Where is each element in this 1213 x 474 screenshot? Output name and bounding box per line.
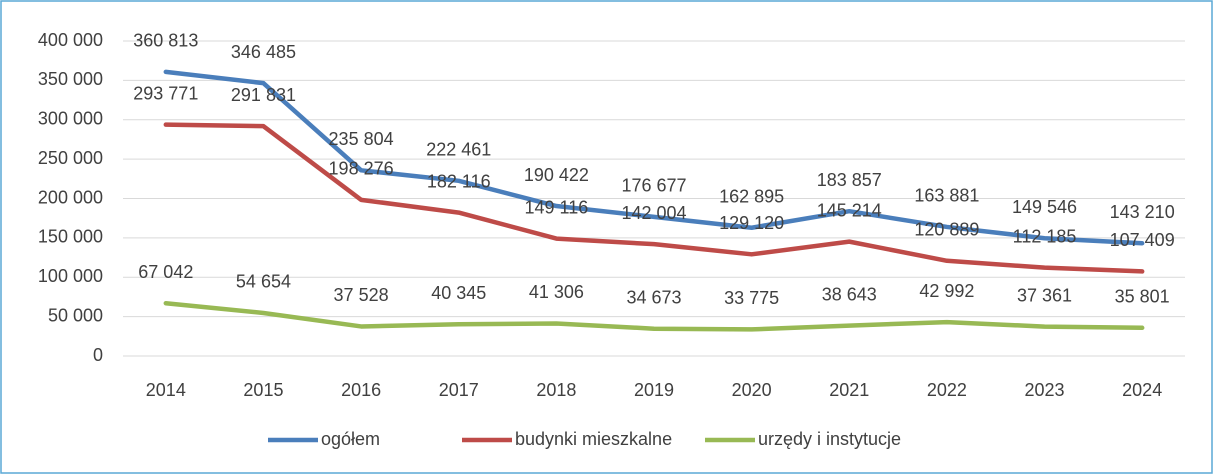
y-tick-label: 150 000	[38, 227, 103, 247]
data-label: 41 306	[529, 282, 584, 302]
y-tick-label: 100 000	[38, 266, 103, 286]
data-label: 162 895	[719, 186, 784, 206]
data-label: 360 813	[133, 31, 198, 51]
x-tick-label: 2014	[146, 380, 186, 400]
y-tick-label: 200 000	[38, 187, 103, 207]
y-tick-label: 250 000	[38, 148, 103, 168]
data-label: 149 116	[524, 197, 588, 217]
data-label: 235 804	[329, 129, 394, 149]
data-label: 34 673	[626, 287, 681, 307]
legend-label: urzędy i instytucje	[758, 429, 901, 449]
x-tick-label: 2021	[829, 380, 869, 400]
x-tick-label: 2015	[243, 380, 283, 400]
x-tick-label: 2019	[634, 380, 674, 400]
series-line	[163, 300, 1145, 332]
data-label: 129 120	[719, 213, 784, 233]
x-tick-label: 2020	[732, 380, 772, 400]
data-label: 142 004	[621, 203, 686, 223]
y-tick-label: 350 000	[38, 69, 103, 89]
y-tick-label: 400 000	[38, 30, 103, 50]
data-label: 54 654	[236, 272, 291, 292]
data-label: 38 643	[822, 284, 877, 304]
x-tick-label: 2017	[439, 380, 479, 400]
data-label: 37 361	[1017, 285, 1072, 305]
data-label: 40 345	[431, 283, 486, 303]
series-line	[163, 69, 1145, 246]
data-label: 33 775	[724, 288, 779, 308]
x-tick-label: 2023	[1025, 380, 1065, 400]
data-label: 190 422	[524, 165, 589, 185]
data-label: 120 889	[914, 220, 979, 240]
data-label: 182 116	[427, 171, 491, 191]
data-label: 222 461	[426, 140, 491, 160]
y-tick-label: 300 000	[38, 109, 103, 129]
data-label: 67 042	[138, 262, 193, 282]
x-tick-label: 2016	[341, 380, 381, 400]
data-label: 183 857	[817, 170, 882, 190]
legend-label: ogółem	[321, 429, 380, 449]
y-tick-label: 0	[93, 345, 103, 365]
data-label: 346 485	[231, 42, 296, 62]
data-label: 37 528	[334, 285, 389, 305]
data-label: 145 214	[817, 200, 882, 220]
y-tick-label: 50 000	[48, 305, 103, 325]
data-label: 163 881	[914, 186, 979, 206]
x-tick-label: 2024	[1122, 380, 1162, 400]
data-label: 198 276	[329, 159, 394, 179]
data-label: 112 185	[1013, 226, 1077, 246]
data-label: 293 771	[133, 83, 198, 103]
x-tick-label: 2022	[927, 380, 967, 400]
legend-label: budynki mieszkalne	[515, 429, 672, 449]
data-label: 176 677	[621, 176, 686, 196]
data-label: 42 992	[919, 281, 974, 301]
x-tick-label: 2018	[536, 380, 576, 400]
series-line	[163, 122, 1145, 274]
data-label: 35 801	[1115, 287, 1170, 307]
data-label: 291 831	[231, 85, 296, 105]
data-label: 149 546	[1012, 197, 1077, 217]
data-label: 143 210	[1110, 202, 1175, 222]
data-label: 107 409	[1110, 230, 1175, 250]
